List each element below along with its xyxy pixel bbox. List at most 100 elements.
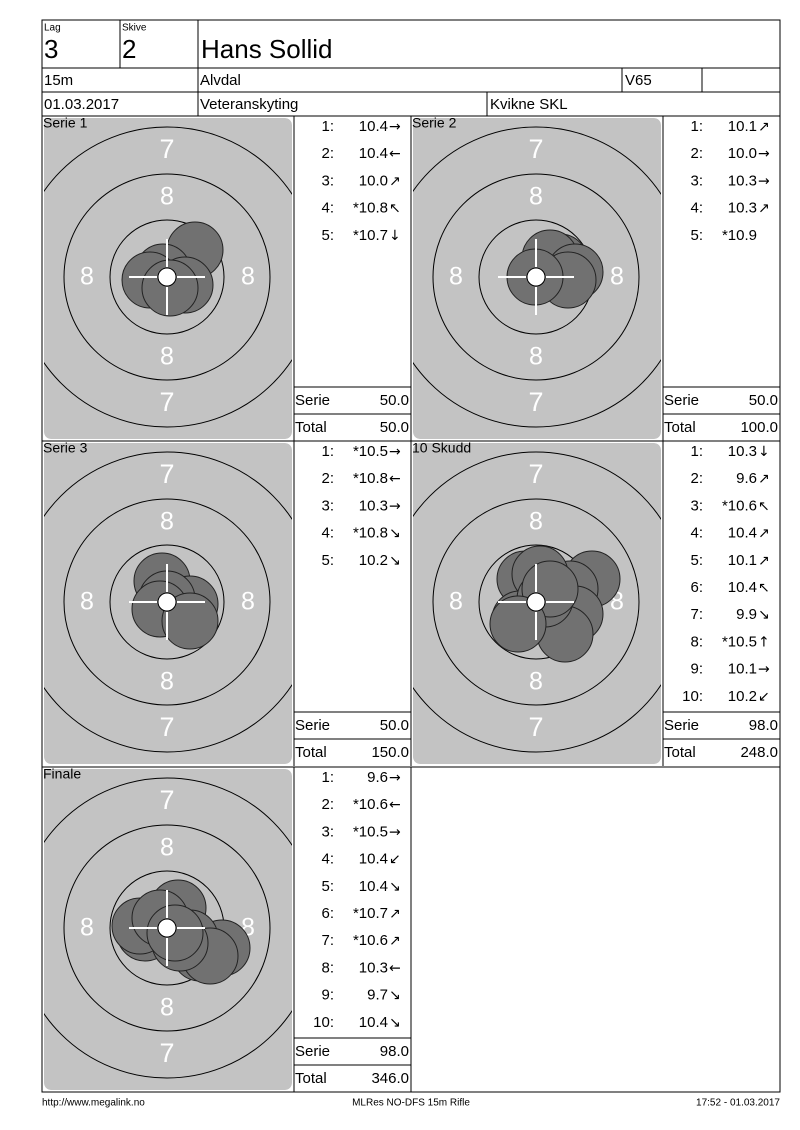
serie-value: 98.0 <box>749 717 778 734</box>
ring-label: 8 <box>529 183 543 211</box>
shot-hole <box>161 592 219 650</box>
shot-direction: ← <box>389 471 401 487</box>
total-label: Total <box>295 1070 327 1087</box>
shot-number: 3: <box>321 172 334 189</box>
shot-score: *10.8 <box>353 200 388 217</box>
shot-score: 10.1 <box>728 118 757 135</box>
shot-hole <box>141 259 199 317</box>
ring <box>432 173 640 381</box>
shot-direction: ↗ <box>758 201 770 217</box>
shot-score: *10.7 <box>353 905 388 922</box>
shot-score: 10.4 <box>728 579 757 596</box>
shot-score: 10.1 <box>728 552 757 569</box>
ring-label: 8 <box>610 263 624 291</box>
shot-direction: ↘ <box>389 879 401 895</box>
shot-score: *10.5 <box>353 443 388 460</box>
distance: 15m <box>44 72 73 89</box>
ring-label: 8 <box>529 508 543 536</box>
total-value: 150.0 <box>371 744 409 761</box>
header: Lag 3 Skive 2 Hans Sollid 15m Alvdal V65… <box>41 19 781 1109</box>
shot-number: 3: <box>321 823 334 840</box>
serie-label: Serie <box>664 717 699 734</box>
shot-direction: ↗ <box>389 933 401 949</box>
ring-label: 7 <box>528 712 543 742</box>
ring-label: 8 <box>529 668 543 696</box>
shot-direction: → <box>389 444 401 460</box>
shot-number: 10: <box>313 1014 334 1031</box>
shot-score: 10.3 <box>728 443 757 460</box>
skive-label: Skive <box>122 23 147 34</box>
shot-score: 10.4 <box>359 851 388 868</box>
serie-label: Serie <box>295 1043 330 1060</box>
target: 7 7 8 8 8 8 <box>413 118 661 439</box>
shot-number: 2: <box>321 470 334 487</box>
ring-label: 8 <box>80 914 94 942</box>
shot-number: 4: <box>690 525 703 542</box>
ring-label: 8 <box>160 834 174 862</box>
shot-direction: ↘ <box>389 1015 401 1031</box>
shot-score: 10.3 <box>728 200 757 217</box>
serie-label: Serie <box>295 717 330 734</box>
total-label: Total <box>295 744 327 761</box>
ring-label: 7 <box>159 134 174 164</box>
shot-score: 10.4 <box>728 525 757 542</box>
shot-number: 7: <box>690 606 703 623</box>
ring <box>63 498 271 706</box>
shot-number: 4: <box>321 851 334 868</box>
panel-title: Serie 3 <box>43 440 88 456</box>
shot-score: 10.2 <box>359 552 388 569</box>
shot-number: 5: <box>690 552 703 569</box>
shot-score: 9.9 <box>736 606 757 623</box>
shot-direction: ↓ <box>758 444 770 460</box>
ring-label: 7 <box>528 134 543 164</box>
shot-number: 1: <box>321 769 334 786</box>
place: Alvdal <box>200 72 241 89</box>
ring-label: 8 <box>449 263 463 291</box>
panel-title: Finale <box>43 766 81 782</box>
shot-direction: ↖ <box>758 580 770 596</box>
shot-direction: ↗ <box>758 471 770 487</box>
ring-label: 7 <box>528 387 543 417</box>
shot-direction: → <box>758 173 770 189</box>
ring <box>44 126 292 428</box>
shot-direction: ↘ <box>758 607 770 623</box>
shot-score: 10.2 <box>728 688 757 705</box>
shot-direction: ↖ <box>758 498 770 514</box>
total-value: 346.0 <box>371 1070 409 1087</box>
shot-direction: ↘ <box>389 988 401 1004</box>
shot-score: *10.5 <box>353 823 388 840</box>
ring-label: 7 <box>528 459 543 489</box>
shot-direction: ↙ <box>758 689 770 705</box>
shot-number: 3: <box>690 172 703 189</box>
shot-number: 2: <box>690 470 703 487</box>
shot-score: *10.9 <box>722 227 757 244</box>
shot-score: 10.4 <box>359 145 388 162</box>
shot-direction: ↗ <box>389 906 401 922</box>
ring <box>44 451 292 753</box>
shot-score: *10.7 <box>353 227 388 244</box>
shot-direction: → <box>389 119 401 135</box>
shot-score: *10.6 <box>722 497 757 514</box>
shot-score: *10.5 <box>722 633 757 650</box>
shot-direction: ↓ <box>389 228 401 244</box>
ring <box>44 777 292 1079</box>
serie-value: 98.0 <box>380 1043 409 1060</box>
ring-label: 7 <box>159 1038 174 1068</box>
shot-score: 10.4 <box>359 1014 388 1031</box>
shot-score: 10.3 <box>359 959 388 976</box>
shot-score: 10.0 <box>728 145 757 162</box>
shot-direction: ↗ <box>758 553 770 569</box>
ring-label: 7 <box>159 387 174 417</box>
shot-score: 10.3 <box>728 172 757 189</box>
shot-number: 2: <box>321 796 334 813</box>
ring <box>63 824 271 1032</box>
shot-direction: ← <box>389 960 401 976</box>
total-value: 248.0 <box>740 744 778 761</box>
ring-label: 7 <box>159 712 174 742</box>
shot-number: 8: <box>321 959 334 976</box>
shot-direction: ↗ <box>758 119 770 135</box>
ring <box>109 219 225 335</box>
ring <box>413 451 661 753</box>
shot-score: 9.6 <box>736 470 757 487</box>
